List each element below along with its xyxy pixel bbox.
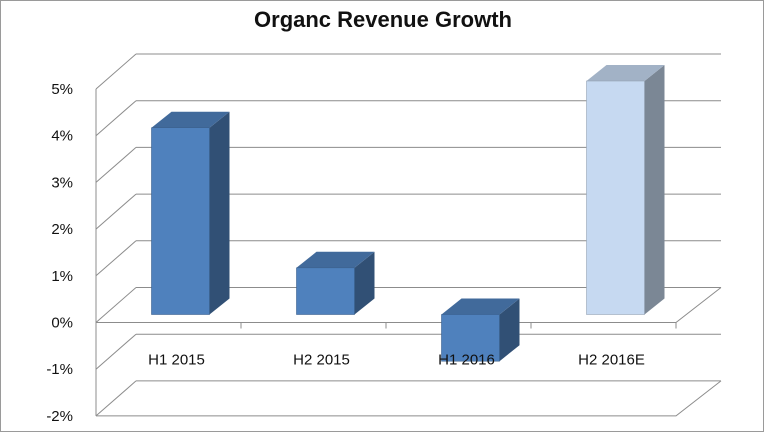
- gridline-side: [95, 53, 137, 90]
- y-tick-label: 0%: [51, 315, 73, 332]
- x-category-label: H1 2016: [438, 352, 495, 369]
- bar-front: [441, 314, 500, 362]
- bar: [441, 298, 520, 362]
- bar-side: [499, 298, 520, 362]
- bar-top: [586, 65, 665, 81]
- gridline-side: [95, 100, 137, 137]
- x-category-label: H2 2015: [293, 352, 350, 369]
- y-tick-label: 5%: [51, 81, 73, 98]
- gridline-side: [95, 380, 137, 417]
- bottom-floor-edge: [96, 380, 722, 417]
- y-tick-label: 3%: [51, 174, 73, 191]
- bar: [151, 111, 230, 315]
- y-tick-label: 4%: [51, 128, 73, 145]
- bar-side: [209, 111, 230, 315]
- bar-front: [151, 127, 210, 315]
- y-tick-label: -1%: [46, 361, 73, 378]
- y-tick-label: 1%: [51, 268, 73, 285]
- bar-side: [354, 251, 375, 315]
- y-tick-label: 2%: [51, 221, 73, 238]
- gridline-side: [95, 240, 137, 277]
- bar-front: [586, 80, 645, 315]
- bar-side: [644, 65, 665, 315]
- x-category-label: H1 2015: [148, 352, 205, 369]
- bar-top: [441, 298, 520, 315]
- bar-top: [296, 251, 375, 268]
- chart-title: Organc Revenue Growth: [254, 7, 512, 32]
- x-category-label: H2 2016E: [578, 352, 645, 369]
- gridline-side: [95, 193, 137, 230]
- y-tick-label: -2%: [46, 408, 73, 425]
- bar: [586, 65, 665, 315]
- bar: [296, 251, 375, 315]
- bar-front: [296, 267, 355, 315]
- gridline-side: [95, 147, 137, 183]
- gridline-side: [95, 333, 137, 370]
- gridline-side: [95, 287, 137, 323]
- bar-top: [151, 111, 230, 128]
